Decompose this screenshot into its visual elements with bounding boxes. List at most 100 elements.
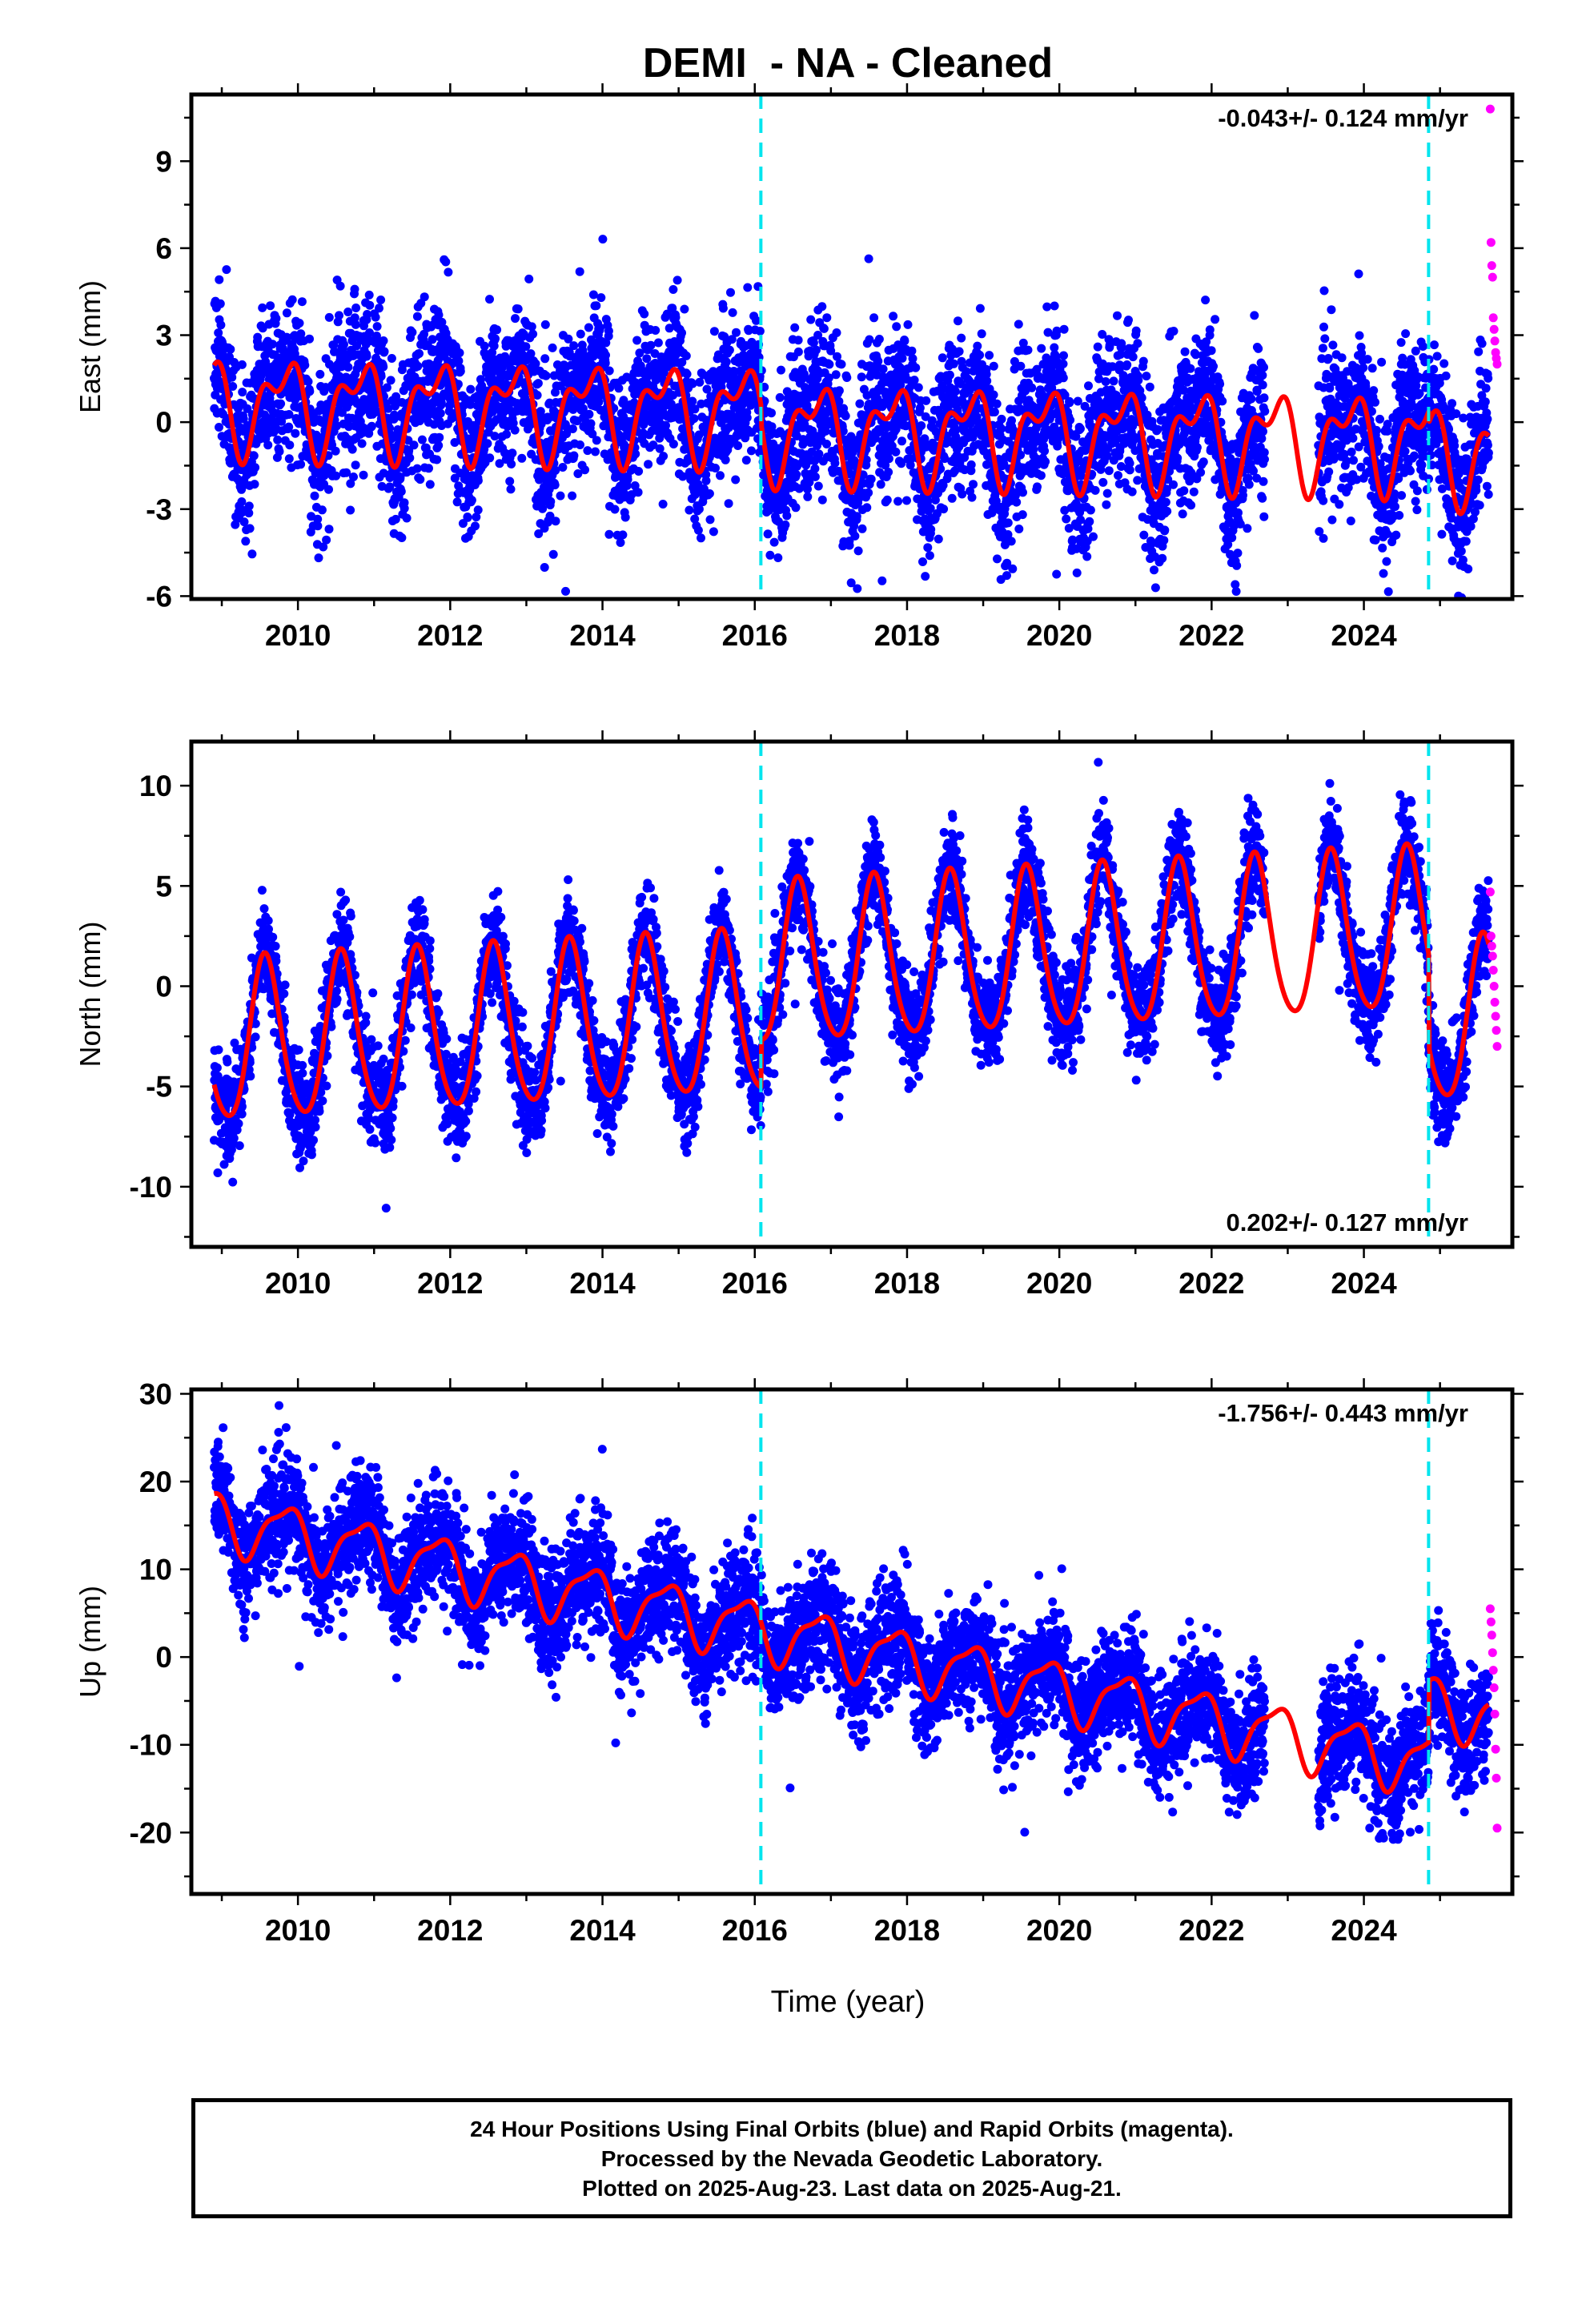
final-orbit-point	[387, 354, 396, 363]
final-orbit-point	[673, 275, 682, 285]
final-orbit-point	[492, 325, 502, 335]
final-orbit-point	[540, 354, 550, 364]
final-orbit-point	[569, 341, 579, 351]
final-orbit-point	[1085, 517, 1094, 526]
final-orbit-point	[659, 452, 669, 461]
final-orbit-point	[982, 460, 991, 469]
final-orbit-point	[425, 480, 435, 489]
final-orbit-point	[1109, 376, 1118, 386]
final-orbit-point	[954, 316, 962, 326]
final-orbit-point	[940, 454, 950, 464]
final-orbit-point	[1201, 296, 1211, 305]
east-final-orbit-points	[210, 235, 1493, 599]
final-orbit-point	[903, 320, 913, 329]
final-orbit-point	[1124, 316, 1133, 325]
final-orbit-point	[832, 328, 841, 337]
final-orbit-point	[793, 347, 803, 356]
final-orbit-point	[838, 426, 848, 436]
final-orbit-point	[990, 408, 999, 416]
final-orbit-point	[532, 391, 542, 400]
final-orbit-point	[383, 404, 393, 413]
final-orbit-point	[588, 429, 597, 439]
final-orbit-point	[635, 348, 644, 358]
final-orbit-point	[251, 463, 260, 472]
final-orbit-point	[805, 477, 814, 487]
final-orbit-point	[267, 340, 277, 349]
final-orbit-point	[1072, 568, 1082, 577]
final-orbit-point	[397, 533, 407, 542]
final-orbit-point	[247, 549, 257, 559]
final-orbit-point	[826, 346, 836, 356]
final-orbit-point	[728, 308, 737, 317]
final-orbit-point	[324, 485, 333, 494]
final-orbit-point	[997, 414, 1006, 424]
final-orbit-point	[917, 421, 926, 430]
final-orbit-point	[1145, 382, 1154, 392]
final-orbit-point	[640, 309, 649, 319]
final-orbit-point	[725, 345, 734, 355]
final-orbit-point	[845, 541, 854, 550]
final-orbit-point	[655, 444, 665, 453]
final-orbit-point	[349, 472, 358, 481]
final-orbit-point	[900, 336, 909, 346]
final-orbit-point	[346, 479, 355, 489]
final-orbit-point	[1234, 508, 1243, 517]
final-orbit-point	[743, 283, 753, 292]
final-orbit-point	[951, 425, 961, 435]
final-orbit-point	[1196, 468, 1206, 477]
final-orbit-point	[911, 363, 921, 372]
final-orbit-point	[385, 482, 395, 492]
final-orbit-point	[249, 451, 259, 460]
final-orbit-point	[1133, 339, 1142, 348]
final-orbit-point	[575, 267, 584, 276]
final-orbit-point	[297, 297, 307, 307]
final-orbit-point	[531, 359, 540, 368]
final-orbit-point	[604, 366, 614, 376]
final-orbit-point	[813, 331, 823, 340]
final-orbit-point	[1131, 326, 1141, 336]
final-orbit-point	[921, 396, 931, 405]
final-orbit-point	[598, 235, 608, 244]
final-orbit-point	[1040, 446, 1050, 456]
final-orbit-point	[1050, 301, 1059, 311]
final-orbit-point	[653, 338, 663, 348]
final-orbit-point	[527, 322, 536, 332]
final-orbit-point	[402, 513, 412, 523]
final-orbit-point	[386, 376, 396, 385]
final-orbit-point	[658, 500, 668, 509]
final-orbit-point	[303, 377, 313, 386]
final-orbit-point	[688, 396, 697, 406]
final-orbit-point	[701, 470, 711, 479]
final-orbit-point	[400, 504, 409, 513]
final-orbit-point	[1137, 393, 1146, 403]
final-orbit-point	[1090, 485, 1100, 495]
final-orbit-point	[639, 420, 648, 429]
final-orbit-point	[669, 440, 678, 448]
final-orbit-point	[1139, 530, 1149, 540]
final-orbit-point	[237, 360, 247, 369]
final-orbit-point	[873, 356, 883, 366]
final-orbit-point	[473, 505, 483, 515]
final-orbit-point	[834, 396, 844, 406]
final-orbit-point	[275, 447, 284, 456]
final-orbit-point	[718, 304, 728, 313]
final-orbit-point	[767, 408, 776, 418]
final-orbit-point	[586, 419, 596, 428]
final-orbit-point	[222, 265, 231, 275]
final-orbit-point	[480, 341, 489, 351]
final-orbit-point	[244, 509, 254, 518]
final-orbit-point	[1041, 457, 1050, 466]
final-orbit-point	[556, 491, 565, 501]
final-orbit-point	[1173, 453, 1182, 463]
final-orbit-point	[897, 436, 906, 446]
final-orbit-point	[1211, 315, 1220, 324]
final-orbit-point	[1058, 359, 1068, 368]
final-orbit-point	[521, 342, 531, 352]
final-orbit-point	[331, 471, 341, 480]
final-orbit-point	[812, 345, 821, 355]
final-orbit-point	[927, 416, 937, 425]
final-orbit-point	[956, 379, 966, 388]
final-orbit-point	[284, 454, 294, 464]
final-orbit-point	[642, 354, 652, 364]
final-orbit-point	[974, 418, 983, 427]
